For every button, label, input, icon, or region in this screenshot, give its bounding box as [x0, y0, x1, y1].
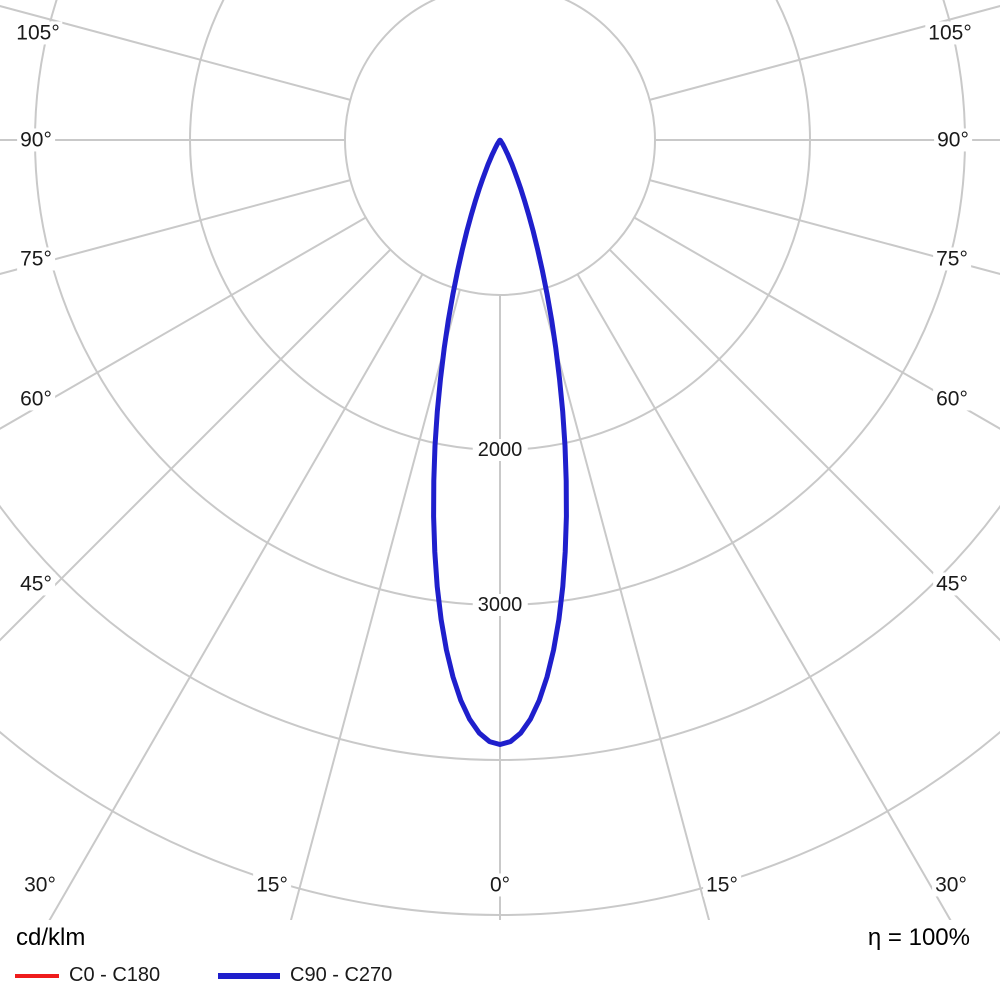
angle-label: 30° — [932, 873, 970, 897]
angle-label: 90° — [17, 128, 55, 152]
angle-label: 45° — [17, 572, 55, 596]
angle-label: 15° — [703, 873, 741, 897]
angle-label: 0° — [486, 873, 514, 897]
angle-label: 105° — [13, 21, 63, 45]
legend-item-c0-c180: C0 - C180 — [15, 964, 160, 987]
efficiency-label: η = 100% — [867, 924, 970, 951]
angle-label: 30° — [21, 873, 59, 897]
legend-label-c90-c270: C90 - C270 — [290, 964, 393, 986]
angle-label: 75° — [933, 247, 971, 271]
angle-label: 15° — [253, 873, 291, 897]
polar-plot-area: 105° 90° 75° 60° 45° 30° 15° 0° 15° 30° 45° 60° 75° 9… — [0, 0, 1000, 920]
ring-value-label: 3000 — [472, 594, 528, 616]
ring-value-label: 2000 — [472, 439, 528, 461]
legend-label-c0-c180: C0 - C180 — [69, 964, 161, 986]
angle-label: 45° — [933, 572, 971, 596]
red-line-swatch-icon — [15, 973, 59, 978]
angle-label: 105° — [925, 21, 975, 45]
angle-label: 75° — [17, 247, 55, 271]
angle-label: 90° — [934, 128, 972, 152]
angle-label: 60° — [17, 387, 55, 411]
chart-footer: cd/klm η = 100% C0 - C180 C90 - C270 — [0, 920, 1000, 1000]
blue-line-swatch-icon — [218, 972, 280, 979]
angle-label: 60° — [933, 387, 971, 411]
legend-item-c90-c270: C90 - C270 — [218, 964, 392, 987]
units-label: cd/klm — [16, 924, 86, 951]
